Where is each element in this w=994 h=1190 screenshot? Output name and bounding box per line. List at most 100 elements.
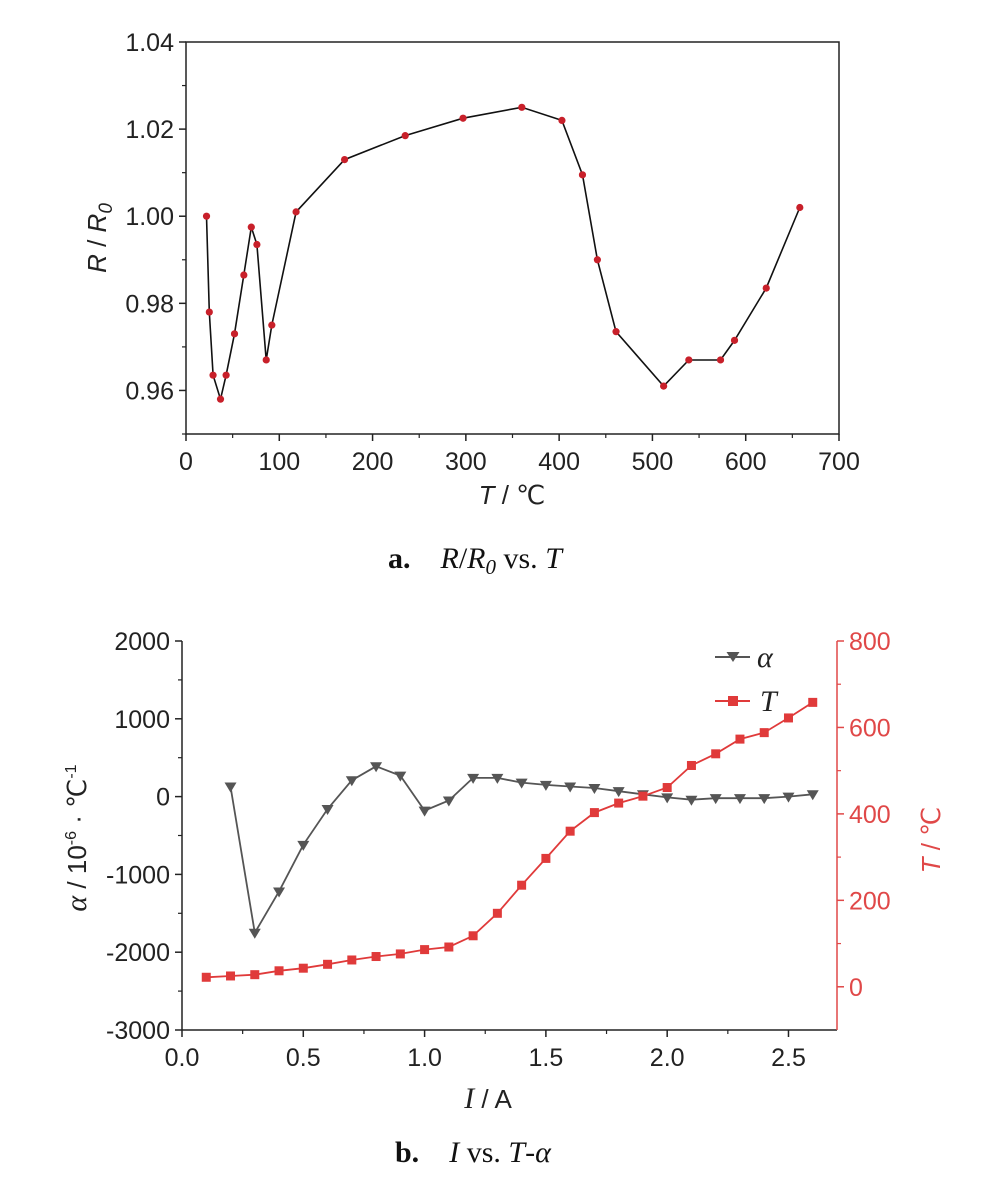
left-y-tick-label: -3000 [106, 1017, 170, 1045]
left-y-tick-label: 1000 [114, 706, 170, 734]
chart-a-ticks: 0 100 200 300 400 500 600 700 0.96 0.98 1.00 1.02 1.… [125, 29, 860, 476]
data-point [247, 223, 255, 231]
y-tick-label: 0.96 [125, 377, 174, 405]
legend-alpha-marker [726, 652, 740, 662]
alpha-data-point [394, 771, 407, 782]
chart-a-x-axis-title: T / ℃ [479, 480, 546, 510]
alpha-data-point [661, 793, 674, 804]
y-tick-label: 1.04 [125, 29, 174, 57]
x-tick-label: 0 [179, 448, 193, 476]
alpha-data-point [806, 790, 819, 801]
t-data-point [735, 734, 745, 744]
data-point [660, 382, 668, 390]
t-data-point [274, 966, 284, 976]
data-point [209, 371, 217, 379]
t-data-point [783, 713, 793, 723]
data-point [216, 395, 225, 403]
legend-alpha-label: α [757, 641, 774, 674]
x-tick-label: 2.0 [650, 1044, 685, 1072]
t-data-point [395, 949, 405, 959]
right-y-tick-label: 200 [849, 887, 891, 915]
t-data-point [589, 808, 599, 818]
x-tick-label: 1.5 [529, 1044, 564, 1072]
chart-a: 0 100 200 300 400 500 600 700 0.96 0.98 1.00 1.02 1.… [82, 29, 860, 579]
chart-a-plot-frame [185, 41, 840, 435]
data-point [716, 356, 725, 364]
data-point [222, 371, 230, 379]
data-point [612, 328, 620, 336]
alpha-data-point [685, 795, 698, 806]
alpha-data-point [273, 887, 286, 898]
x-tick-label: 0.0 [165, 1044, 200, 1072]
alpha-data-point [418, 806, 431, 817]
t-data-point [371, 952, 381, 962]
chart-b-marks [201, 697, 819, 982]
alpha-data-point [733, 794, 746, 805]
legend-item-t: T [715, 685, 779, 718]
right-y-tick-label: 0 [849, 974, 863, 1002]
alpha-data-point [491, 773, 504, 784]
data-point [253, 240, 261, 249]
alpha-data-point [321, 805, 334, 816]
alpha-data-point [709, 794, 722, 805]
chart-b-legend: α T [715, 641, 779, 718]
legend-t-label: T [760, 685, 779, 718]
data-point [205, 308, 213, 316]
alpha-data-point [370, 762, 383, 773]
data-point [762, 284, 770, 292]
legend-t-marker [728, 696, 738, 706]
y-tick-label: 0.98 [125, 290, 174, 318]
alpha-data-point [588, 784, 601, 795]
data-point [262, 356, 270, 364]
x-tick-label: 400 [538, 448, 580, 476]
t-data-point [686, 760, 696, 770]
data-point [230, 330, 239, 338]
chart-b-x-axis-title: I / A [463, 1082, 512, 1115]
left-y-tick-label: -1000 [106, 861, 170, 889]
t-data-point [808, 697, 818, 707]
chart-b-left-y-axis-title: α / 10-6 · ℃-1 [60, 764, 93, 911]
t-data-point [347, 955, 357, 965]
data-point [240, 271, 248, 279]
y-tick-label: 1.00 [125, 203, 174, 231]
x-tick-label: 600 [725, 448, 767, 476]
x-tick-label: 100 [258, 448, 300, 476]
right-y-tick-label: 600 [849, 714, 891, 742]
x-tick-label: 300 [445, 448, 487, 476]
t-data-point [226, 971, 236, 981]
data-point [401, 132, 409, 140]
data-point [685, 356, 693, 364]
t-series-line [206, 701, 814, 979]
series-line [205, 106, 801, 403]
t-data-point [541, 853, 551, 863]
alpha-series-line [229, 765, 813, 936]
t-data-point [662, 783, 672, 793]
alpha-data-point [612, 787, 625, 798]
alpha-data-point [248, 928, 261, 939]
chart-a-y-axis-title: R / R0 [82, 203, 117, 273]
t-data-point [201, 972, 211, 982]
t-data-point [468, 931, 478, 941]
left-y-tick-label: 0 [156, 784, 170, 812]
chart-a-marks [202, 103, 804, 403]
data-point [518, 103, 526, 111]
alpha-data-point [345, 776, 358, 787]
data-point [202, 212, 211, 220]
legend-item-alpha: α [715, 641, 774, 674]
alpha-data-point [467, 773, 480, 784]
alpha-data-point [564, 782, 577, 793]
t-data-point [517, 880, 527, 890]
alpha-data-point [758, 794, 771, 805]
alpha-data-point [442, 796, 455, 807]
x-tick-label: 500 [632, 448, 674, 476]
chart-b-right-y-axis-title: T / ℃ [916, 807, 946, 874]
alpha-data-point [297, 840, 310, 851]
left-y-tick-label: 2000 [114, 628, 170, 656]
alpha-data-point [515, 778, 528, 789]
x-tick-label: 1.0 [407, 1044, 442, 1072]
data-point [558, 116, 566, 124]
data-point [593, 256, 601, 264]
left-y-tick-label: -2000 [106, 939, 170, 967]
data-point [340, 156, 349, 164]
